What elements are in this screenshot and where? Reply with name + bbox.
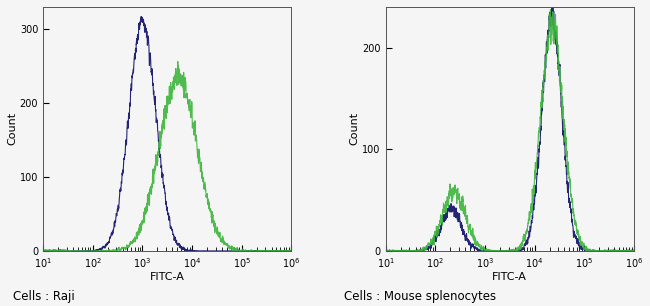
Y-axis label: Count: Count — [350, 112, 359, 145]
X-axis label: FITC-A: FITC-A — [492, 272, 527, 282]
Y-axis label: Count: Count — [7, 112, 17, 145]
X-axis label: FITC-A: FITC-A — [150, 272, 185, 282]
Text: Cells : Mouse splenocytes: Cells : Mouse splenocytes — [344, 290, 497, 303]
Text: Cells : Raji: Cells : Raji — [13, 290, 75, 303]
